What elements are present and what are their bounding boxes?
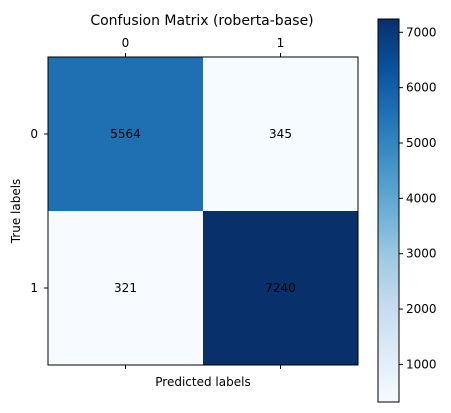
- y-ticks: 01: [30, 127, 48, 295]
- colorbar-ticks: 1000 2000 3000 4000 5000 6000 7000: [399, 25, 437, 371]
- colorbar-tick-label: 2000: [406, 302, 437, 316]
- colorbar-tick-label: 6000: [406, 81, 437, 95]
- x-tick-label: 1: [277, 36, 285, 50]
- cell-value-1-1: 7240: [265, 281, 296, 295]
- cell-value-0-1: 345: [269, 127, 292, 141]
- cell-value-0-0: 5564: [110, 127, 141, 141]
- matrix-cells: [48, 57, 358, 365]
- cell-labels: 5564 345 321 7240: [110, 127, 296, 295]
- matrix-cell-1-0: [48, 211, 203, 365]
- colorbar-tick-label: 5000: [406, 136, 437, 150]
- matrix-frame: [47, 56, 359, 366]
- y-tick-label: 1: [30, 281, 38, 295]
- colorbar-tick-label: 4000: [406, 191, 437, 205]
- matrix-cell-0-1: [203, 57, 358, 211]
- matrix-cell-0-0: [48, 57, 203, 211]
- colorbar: [377, 18, 400, 403]
- x-bottom-ticks: [125, 365, 281, 369]
- y-tick-label: 0: [30, 127, 38, 141]
- matrix-cell-1-1: [203, 211, 358, 365]
- colorbar-tick-label: 1000: [406, 357, 437, 371]
- y-axis-label: True labels: [9, 179, 23, 245]
- x-axis-label: Predicted labels: [155, 375, 250, 389]
- chart-title: Confusion Matrix (roberta-base): [90, 13, 313, 29]
- colorbar-tick-label: 3000: [406, 247, 437, 261]
- x-tick-label: 0: [122, 36, 130, 50]
- cell-value-1-0: 321: [114, 281, 137, 295]
- colorbar-tick-label: 7000: [406, 25, 437, 39]
